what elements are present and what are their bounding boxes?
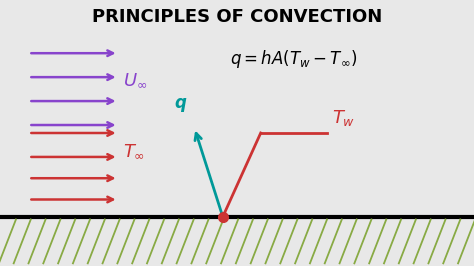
Text: PRINCIPLES OF CONVECTION: PRINCIPLES OF CONVECTION [92,8,382,26]
Text: $T_w$: $T_w$ [332,108,355,128]
Text: $q = hA(T_w - T_\infty)$: $q = hA(T_w - T_\infty)$ [230,48,357,69]
Text: $U_\infty$: $U_\infty$ [123,71,147,89]
Text: $T_\infty$: $T_\infty$ [123,143,146,161]
Text: q: q [174,94,186,112]
